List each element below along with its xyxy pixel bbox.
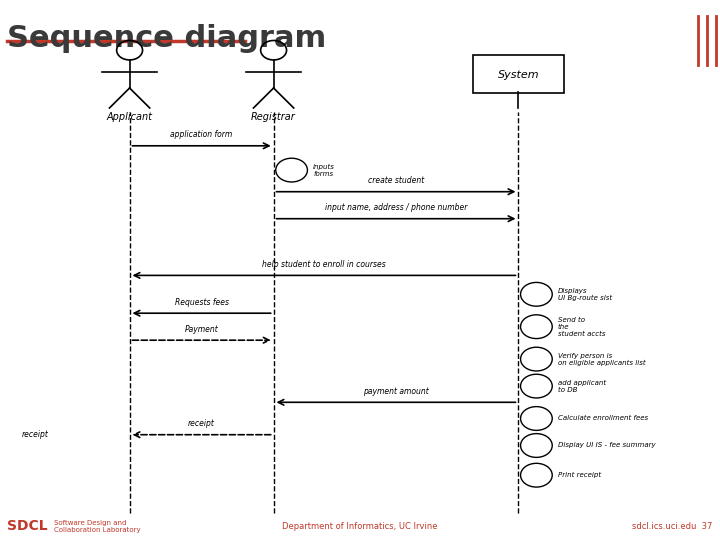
- Text: Software Design and
Collaboration Laboratory: Software Design and Collaboration Labora…: [54, 520, 140, 533]
- Text: Department of Informatics, UC Irvine: Department of Informatics, UC Irvine: [282, 522, 438, 531]
- Text: receipt: receipt: [22, 430, 48, 439]
- Text: Print receipt: Print receipt: [558, 472, 601, 478]
- Text: sdcl.ics.uci.edu  37: sdcl.ics.uci.edu 37: [632, 522, 713, 531]
- Text: Registrar: Registrar: [251, 112, 296, 122]
- Text: Send to
the
student accts: Send to the student accts: [558, 316, 606, 337]
- Text: Sequence diagram: Sequence diagram: [7, 24, 326, 53]
- Text: Verify person is
on eligible applicants list: Verify person is on eligible applicants …: [558, 353, 646, 366]
- Text: payment amount: payment amount: [363, 387, 429, 396]
- Text: Display UI IS - fee summary: Display UI IS - fee summary: [558, 442, 656, 449]
- Text: application form: application form: [171, 130, 233, 139]
- Text: Calculate enrollment fees: Calculate enrollment fees: [558, 415, 648, 422]
- Text: Displays
UI Bg-route slst: Displays UI Bg-route slst: [558, 288, 612, 301]
- Text: Requests fees: Requests fees: [175, 298, 229, 307]
- Text: Payment: Payment: [185, 325, 218, 334]
- Text: receipt: receipt: [188, 419, 215, 428]
- Text: inputs
forms: inputs forms: [313, 164, 335, 177]
- Text: input name, address / phone number: input name, address / phone number: [325, 203, 467, 212]
- Text: System: System: [498, 70, 539, 79]
- Text: add applicant
to DB: add applicant to DB: [558, 380, 606, 393]
- Text: SDCL: SDCL: [7, 519, 48, 534]
- Text: create student: create student: [368, 176, 424, 185]
- Text: help student to enroll in courses: help student to enroll in courses: [262, 260, 386, 269]
- Text: Applicant: Applicant: [107, 112, 153, 122]
